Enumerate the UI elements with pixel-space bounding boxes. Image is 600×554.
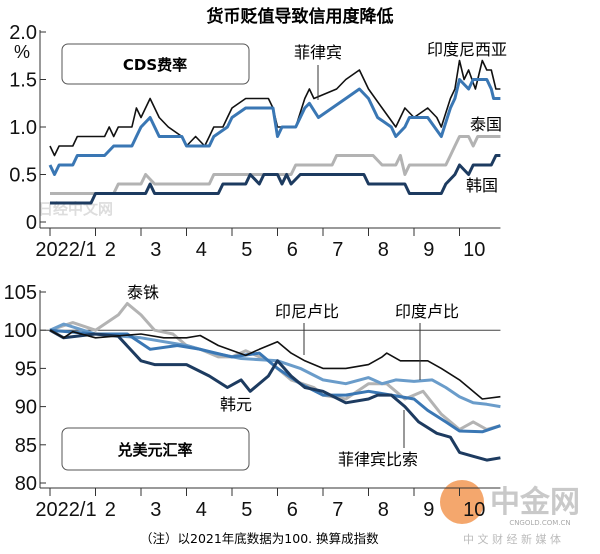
label-korea-cds: 韩国 — [466, 176, 498, 195]
series-line-泰国 — [50, 135, 501, 195]
cngold-logo: 中金网 CNGOLD.COM.CN 中 文 财 经 新 媒 体 — [440, 480, 580, 546]
x-tick-label: 3 — [150, 239, 161, 261]
series-line-印度卢比 — [49, 322, 501, 409]
y-tick-label: 0 — [26, 212, 37, 234]
fx-chart: 兑美元汇率 （注）以2021年底数据为100. 换算成指数 1051009590… — [4, 282, 501, 546]
y-tick-label: 80 — [15, 473, 37, 495]
x-tick-label: 7 — [332, 239, 343, 261]
x-tick-label: 10 — [463, 239, 485, 261]
x-tick-label: 3 — [150, 499, 161, 521]
y-tick-label: 2.0 — [9, 22, 37, 44]
y-tick-label: 1.0 — [9, 117, 37, 139]
x-tick-label: 2022/1 — [35, 239, 96, 261]
cds-y-unit: % — [14, 42, 30, 62]
x-tick-label: 6 — [287, 499, 298, 521]
fx-title: 兑美元汇率 — [117, 441, 192, 459]
series-line-印尼卢比 — [49, 329, 501, 400]
label-rupee: 印度卢比 — [395, 302, 459, 321]
y-tick-label: 105 — [4, 282, 37, 304]
x-tick-label: 6 — [287, 239, 298, 261]
x-tick-label: 9 — [423, 499, 434, 521]
label-indonesia-cds: 印度尼西亚 — [427, 40, 507, 59]
label-thailand-cds: 泰国 — [470, 115, 502, 134]
y-tick-label: 95 — [15, 358, 37, 380]
fx-note: （注）以2021年底数据为100. 换算成指数 — [140, 531, 379, 546]
y-tick-label: 0.5 — [9, 165, 37, 187]
x-tick-label: 2 — [105, 239, 116, 261]
cds-title-box — [61, 43, 250, 85]
fx-title-box — [61, 427, 250, 471]
logo-circle-icon — [440, 480, 484, 524]
label-philippines-cds: 菲律宾 — [294, 43, 342, 62]
label-peso: 菲律宾比索 — [338, 450, 418, 469]
x-tick-label: 5 — [241, 499, 252, 521]
x-tick-label: 2 — [105, 499, 116, 521]
x-tick-label: 9 — [423, 239, 434, 261]
x-tick-label: 5 — [241, 239, 252, 261]
series-line-韩元 — [49, 328, 501, 462]
label-baht: 泰铢 — [127, 283, 159, 302]
logo-text: 中金网 — [490, 485, 580, 520]
logo-tagline: 中 文 财 经 新 媒 体 — [463, 532, 561, 546]
cds-title: CDS费率 — [123, 56, 187, 74]
x-tick-label: 4 — [196, 499, 207, 521]
cds-chart: CDS费率 % 2.0 1.5 1.0 0.5 0 2022/1 2 3 4 5 6 7 8 9 10 — [9, 22, 501, 261]
x-tick-label: 4 — [196, 239, 207, 261]
x-tick-label: 8 — [378, 239, 389, 261]
x-tick-label: 8 — [378, 499, 389, 521]
y-tick-label: 1.5 — [9, 70, 37, 92]
x-tick-label: 7 — [332, 499, 343, 521]
y-tick-label: 90 — [15, 397, 37, 419]
label-rupiah: 印尼卢比 — [275, 302, 339, 321]
series-line-韩国 — [50, 154, 501, 205]
y-tick-label: 85 — [15, 435, 37, 457]
label-won: 韩元 — [220, 395, 252, 414]
figure-title: 货币贬值导致信用度降低 — [207, 6, 394, 27]
x-tick-label: 2022/1 — [35, 499, 96, 521]
y-tick-label: 100 — [4, 320, 37, 342]
x-tick-label: 10 — [463, 499, 485, 521]
logo-sub: CNGOLD.COM.CN — [509, 519, 570, 527]
series-line-菲律宾 — [48, 78, 501, 176]
